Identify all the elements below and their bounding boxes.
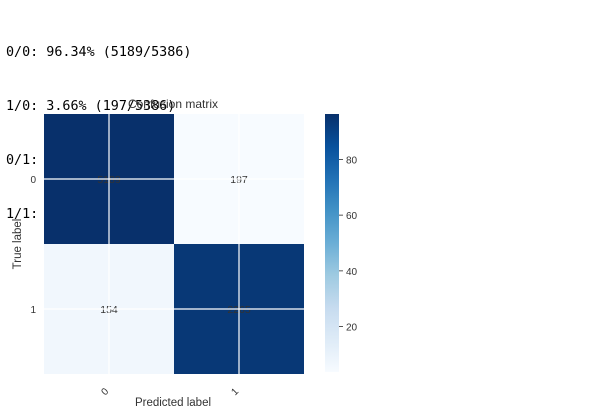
- output-line: 1/0: 3.66% (197/5386): [6, 99, 176, 114]
- y-tick-label: 1: [30, 305, 36, 316]
- colorbar-tick-label: 20: [346, 323, 358, 334]
- x-axis-label: Predicted label: [135, 397, 211, 409]
- chart-title: Confusion matrix: [128, 97, 218, 111]
- x-tick-label: 0: [99, 386, 111, 398]
- colorbar-tick-label: 60: [346, 211, 358, 222]
- colorbar-tick-label: 80: [346, 155, 358, 166]
- colorbar: [325, 114, 339, 372]
- colorbar-tick-label: 40: [346, 267, 358, 278]
- y-tick-label: 0: [30, 175, 36, 186]
- output-line: 0/0: 96.34% (5189/5386): [6, 45, 192, 60]
- y-axis-label: True label: [12, 219, 24, 270]
- colorbar-ticks: 20 40 60 80: [339, 155, 358, 334]
- x-tick-label: 1: [229, 386, 241, 398]
- grid-lines: [44, 114, 304, 374]
